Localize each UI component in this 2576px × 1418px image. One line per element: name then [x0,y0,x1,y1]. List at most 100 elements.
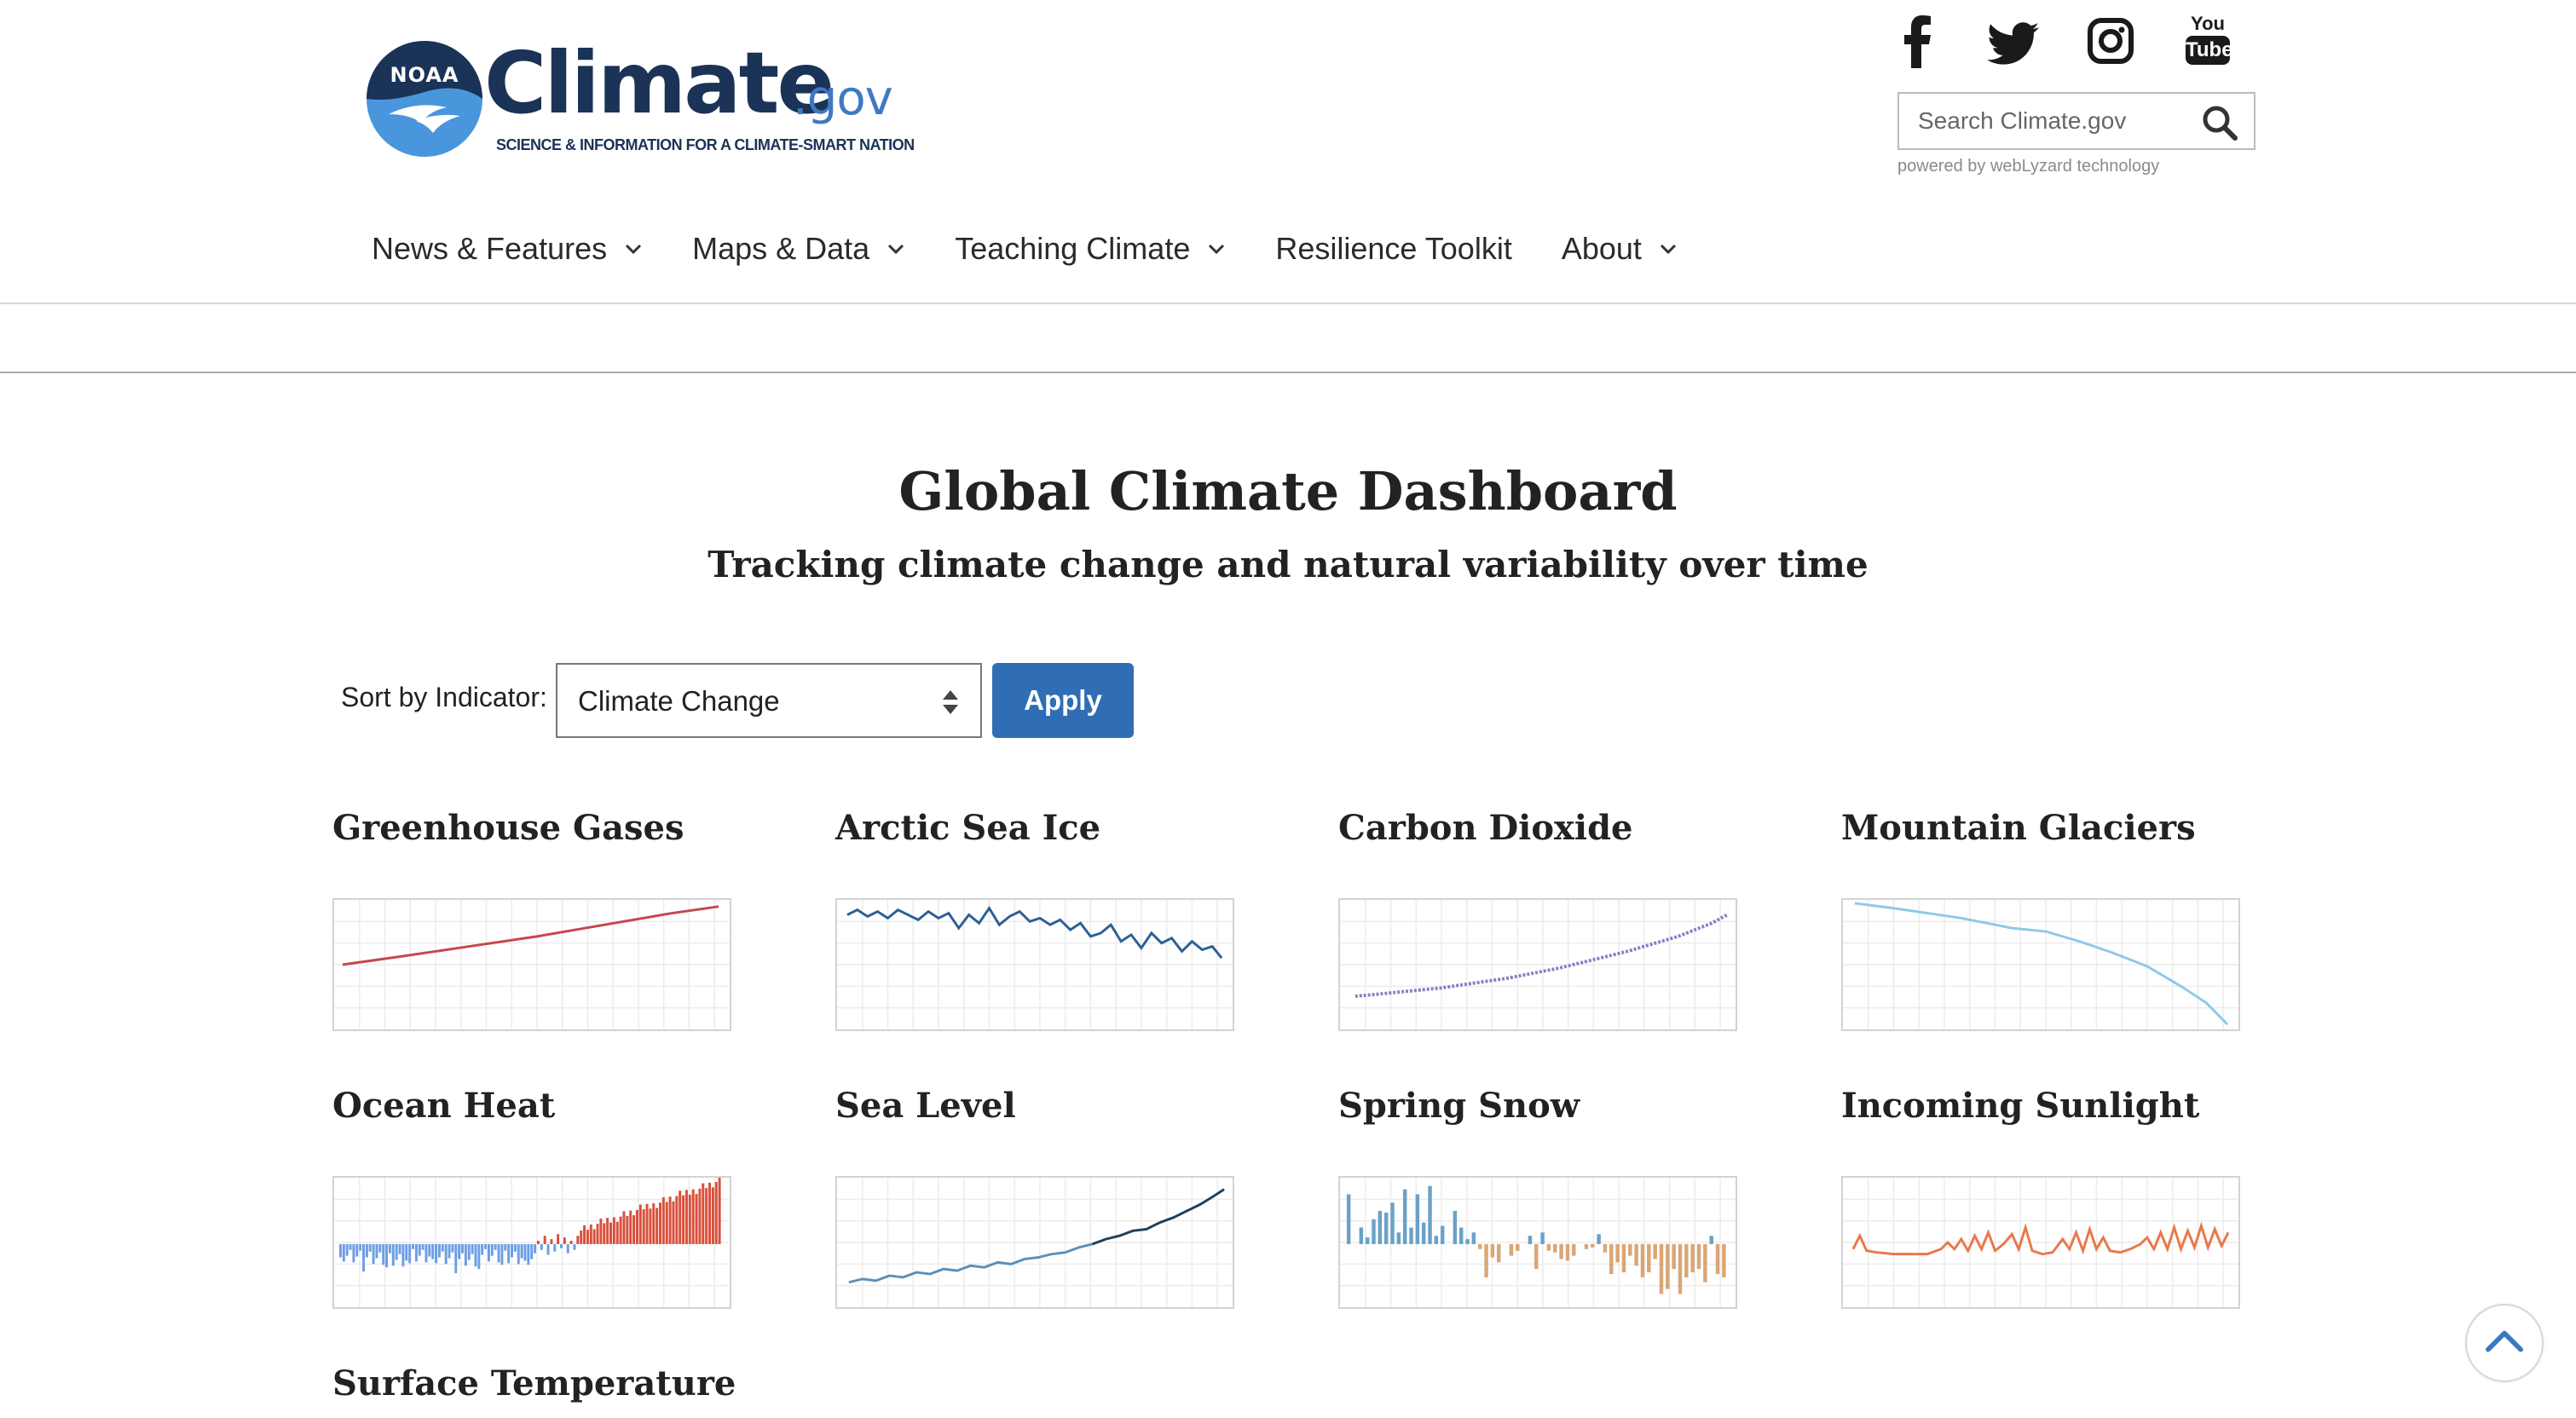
section-divider [0,372,2576,373]
ocean-heat-bar [412,1243,414,1249]
ocean-heat-bar [362,1243,365,1272]
nav-about[interactable]: About [1562,231,1678,267]
facebook-icon[interactable] [1892,14,1944,68]
nav-teaching-climate[interactable]: Teaching Climate [955,231,1226,267]
ocean-heat-bar [500,1243,504,1265]
chevron-down-icon [888,244,904,255]
ocean-heat-bar [580,1230,583,1244]
ocean-heat-bar [691,1189,695,1244]
spring-snow-bar [1565,1243,1570,1261]
thumbnail-incoming-sunlight[interactable] [1841,1176,2240,1309]
spring-snow-bar [1546,1243,1551,1251]
ocean-heat-bar [428,1243,431,1257]
nav-label: News & Features [372,231,608,266]
mountain-glaciers-sparkline [1843,900,2238,1029]
ocean-heat-bar [484,1243,488,1249]
nav-resilience-toolkit[interactable]: Resilience Toolkit [1275,231,1511,267]
ocean-heat-bar [517,1243,520,1265]
spring-snow-bar [1615,1243,1620,1263]
spring-snow-bar [1346,1194,1351,1244]
spring-snow-bar [1540,1232,1545,1244]
ocean-heat-bar [385,1243,389,1268]
search-input[interactable] [1901,95,2199,147]
card-title-surface-temperature[interactable]: Surface Temperature [332,1363,736,1404]
ocean-heat-bar [372,1243,375,1265]
thumbnail-spring-snow[interactable] [1338,1176,1737,1309]
ocean-heat-bar [444,1243,448,1265]
sort-label: Sort by Indicator: [341,682,547,712]
card-title-mountain-glaciers[interactable]: Mountain Glaciers [1841,808,2196,848]
ocean-heat-bar [471,1243,474,1254]
select-arrows-icon [943,690,958,714]
card-title-greenhouse-gases[interactable]: Greenhouse Gases [332,808,684,848]
ocean-heat-bar [378,1243,382,1253]
card-title-incoming-sunlight[interactable]: Incoming Sunlight [1841,1086,2200,1126]
ocean-heat-bar [454,1243,458,1274]
card-title-sea-level[interactable]: Sea Level [835,1086,1016,1126]
climate-gov-logo[interactable]: NOAA Climate .gov SCIENCE & INFORMATION … [365,33,915,167]
ocean-heat-bar [606,1218,609,1244]
ocean-heat-bar [507,1243,511,1264]
nav-label: About [1561,231,1642,266]
twitter-icon[interactable] [1984,14,2041,68]
ocean-heat-bar [408,1243,412,1264]
ocean-heat-bar [448,1243,451,1259]
youtube-icon-text-top: You [2191,13,2225,34]
spring-snow-bar [1640,1243,1645,1277]
spring-snow-bar [1584,1243,1589,1249]
ocean-heat-bar [490,1243,494,1256]
ocean-heat-bar [534,1243,537,1254]
ocean-heat-bar [569,1241,573,1244]
ocean-heat-bar [523,1243,527,1261]
ocean-heat-bar [708,1182,711,1244]
ocean-heat-bar [474,1243,477,1267]
spring-snow-bar [1603,1243,1608,1253]
card-title-spring-snow[interactable]: Spring Snow [1338,1086,1580,1126]
thumbnail-mountain-glaciers[interactable] [1841,898,2240,1031]
instagram-icon[interactable] [2085,14,2136,68]
spring-snow-bar [1628,1243,1632,1256]
nav-news-features[interactable]: News & Features [372,231,643,267]
search-icon[interactable] [2201,104,2238,141]
thumbnail-carbon-dioxide[interactable] [1338,898,1737,1031]
ocean-heat-bar [563,1237,566,1244]
ocean-heat-bar [527,1243,530,1265]
apply-button[interactable]: Apply [992,663,1134,738]
ocean-heat-bar [665,1202,668,1244]
ocean-heat-bar [672,1201,675,1244]
ocean-heat-bar [612,1217,615,1244]
spring-snow-bar [1458,1227,1464,1244]
ocean-heat-bar [586,1230,589,1244]
spring-snow-bar [1409,1227,1413,1244]
thumbnail-arctic-sea-ice[interactable] [835,898,1234,1031]
card-title-ocean-heat[interactable]: Ocean Heat [332,1086,556,1126]
ocean-heat-bar [530,1243,534,1259]
spring-snow-bar [1559,1243,1563,1259]
logo-tagline: SCIENCE & INFORMATION FOR A CLIMATE-SMAR… [496,136,915,153]
search-powered-by[interactable]: powered by webLyzard technology [1897,157,2160,176]
logo-wordmark: Climate [484,33,835,133]
thumbnail-sea-level[interactable] [835,1176,1234,1309]
arctic-sea-ice-sparkline [837,900,1233,1029]
card-title-arctic-sea-ice[interactable]: Arctic Sea Ice [835,808,1101,848]
ocean-heat-bar [513,1243,517,1252]
sea-level-recent-line [1091,1188,1225,1246]
spring-snow-bar [1440,1225,1445,1244]
ocean-heat-bar [437,1243,441,1258]
scroll-to-top-button[interactable] [2465,1304,2544,1382]
spring-snow-bar [1678,1243,1683,1294]
mountain-glaciers-line [1854,902,2229,1026]
ocean-heat-bar [566,1243,569,1254]
youtube-icon[interactable]: You Tube [2184,13,2233,68]
chevron-down-icon [626,244,642,255]
thumb-grid [837,900,1233,1029]
thumbnail-greenhouse-gases[interactable] [332,898,731,1031]
thumb-grid [1843,1178,2238,1307]
sort-indicator-select[interactable]: Climate Change [556,663,982,738]
thumbnail-ocean-heat[interactable] [332,1176,731,1309]
nav-maps-data[interactable]: Maps & Data [692,231,905,267]
ocean-heat-bar [645,1203,649,1244]
card-title-carbon-dioxide[interactable]: Carbon Dioxide [1338,808,1633,848]
ocean-heat-bar [421,1243,425,1250]
nav-label: Resilience Toolkit [1275,231,1512,266]
